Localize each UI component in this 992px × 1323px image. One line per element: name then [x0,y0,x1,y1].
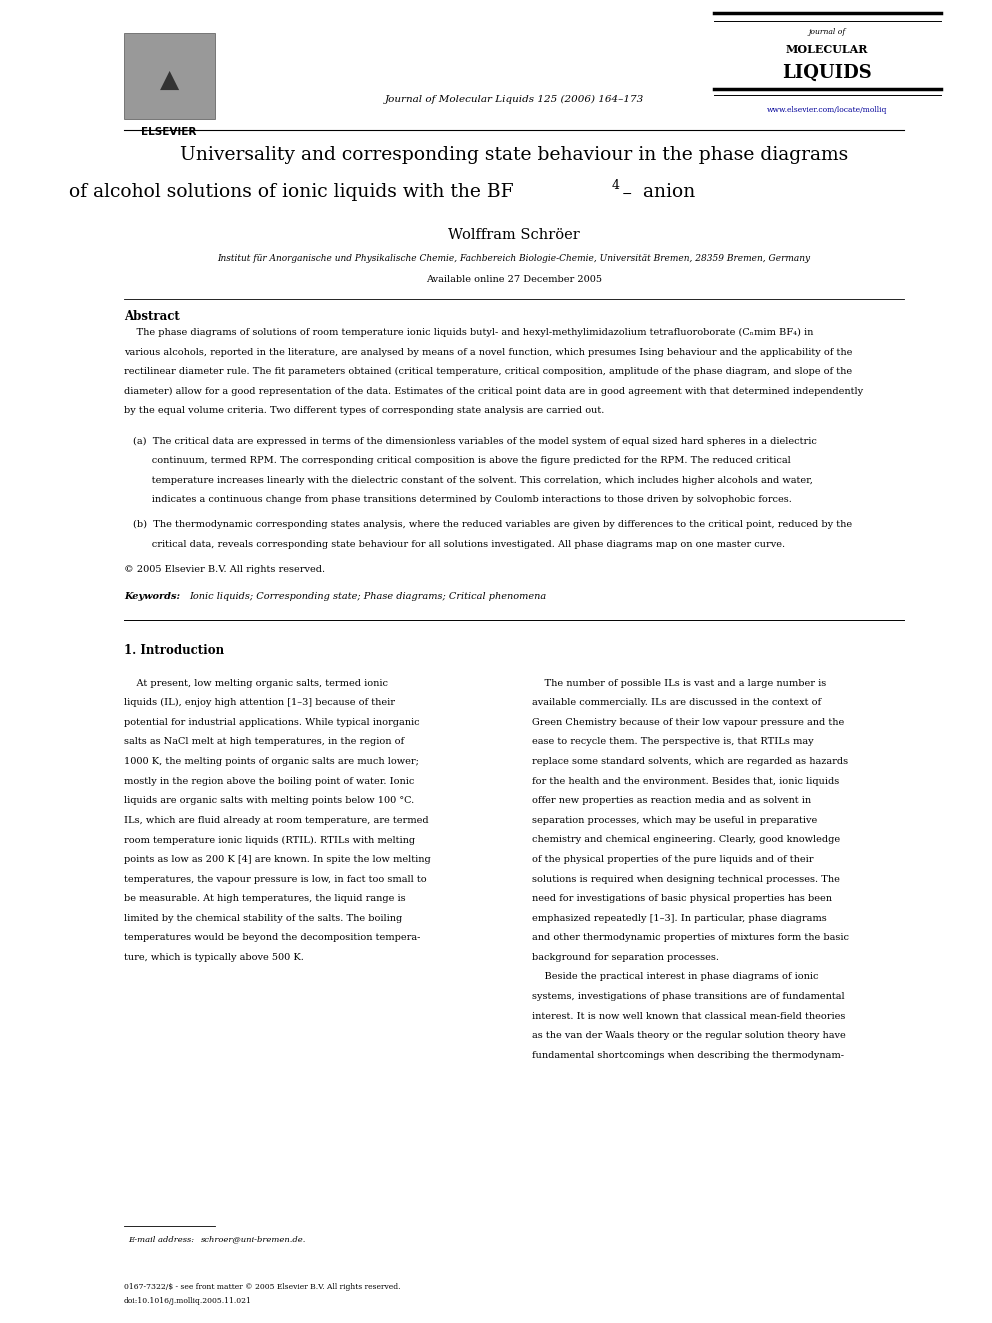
Text: 1000 K, the melting points of organic salts are much lower;: 1000 K, the melting points of organic sa… [124,757,419,766]
Text: Keywords:: Keywords: [124,593,180,601]
Text: available commercially. ILs are discussed in the context of: available commercially. ILs are discusse… [532,699,821,708]
Text: for the health and the environment. Besides that, ionic liquids: for the health and the environment. Besi… [532,777,839,786]
Text: separation processes, which may be useful in preparative: separation processes, which may be usefu… [532,816,817,824]
Text: Institut für Anorganische und Physikalische Chemie, Fachbereich Biologie-Chemie,: Institut für Anorganische und Physikalis… [217,254,810,263]
Text: Green Chemistry because of their low vapour pressure and the: Green Chemistry because of their low vap… [532,718,844,726]
Text: liquids are organic salts with melting points below 100 °C.: liquids are organic salts with melting p… [124,796,414,806]
Text: background for separation processes.: background for separation processes. [532,953,719,962]
Text: Universality and corresponding state behaviour in the phase diagrams: Universality and corresponding state beh… [180,146,848,164]
Text: 0167-7322/$ - see front matter © 2005 Elsevier B.V. All rights reserved.: 0167-7322/$ - see front matter © 2005 El… [124,1283,400,1291]
Text: Beside the practical interest in phase diagrams of ionic: Beside the practical interest in phase d… [532,972,818,982]
Text: by the equal volume criteria. Two different types of corresponding state analysi: by the equal volume criteria. Two differ… [124,406,604,415]
Text: ture, which is typically above 500 K.: ture, which is typically above 500 K. [124,953,304,962]
Text: 1. Introduction: 1. Introduction [124,643,224,656]
Text: critical data, reveals corresponding state behaviour for all solutions investiga: critical data, reveals corresponding sta… [133,540,785,549]
Text: diameter) allow for a good representation of the data. Estimates of the critical: diameter) allow for a good representatio… [124,386,863,396]
Text: © 2005 Elsevier B.V. All rights reserved.: © 2005 Elsevier B.V. All rights reserved… [124,565,325,574]
Text: ILs, which are fluid already at room temperature, are termed: ILs, which are fluid already at room tem… [124,816,429,824]
Text: rectilinear diameter rule. The fit parameters obtained (critical temperature, cr: rectilinear diameter rule. The fit param… [124,368,852,376]
Text: Ionic liquids; Corresponding state; Phase diagrams; Critical phenomena: Ionic liquids; Corresponding state; Phas… [189,593,547,601]
Text: replace some standard solvents, which are regarded as hazards: replace some standard solvents, which ar… [532,757,848,766]
Text: fundamental shortcomings when describing the thermodynam-: fundamental shortcomings when describing… [532,1050,844,1060]
Text: indicates a continuous change from phase transitions determined by Coulomb inter: indicates a continuous change from phase… [133,495,792,504]
Text: salts as NaCl melt at high temperatures, in the region of: salts as NaCl melt at high temperatures,… [124,737,404,746]
Text: offer new properties as reaction media and as solvent in: offer new properties as reaction media a… [532,796,811,806]
Text: temperature increases linearly with the dielectric constant of the solvent. This: temperature increases linearly with the … [133,476,812,484]
Text: temperatures would be beyond the decomposition tempera-: temperatures would be beyond the decompo… [124,933,421,942]
Text: The phase diagrams of solutions of room temperature ionic liquids butyl- and hex: The phase diagrams of solutions of room … [124,328,813,337]
Text: At present, low melting organic salts, termed ionic: At present, low melting organic salts, t… [124,679,388,688]
Text: room temperature ionic liquids (RTIL). RTILs with melting: room temperature ionic liquids (RTIL). R… [124,835,415,844]
Text: of the physical properties of the pure liquids and of their: of the physical properties of the pure l… [532,855,813,864]
Text: chemistry and chemical engineering. Clearly, good knowledge: chemistry and chemical engineering. Clea… [532,835,840,844]
Text: 4: 4 [611,179,619,192]
Text: Wolffram Schröer: Wolffram Schröer [448,228,580,242]
Text: limited by the chemical stability of the salts. The boiling: limited by the chemical stability of the… [124,914,402,922]
Text: schroer@uni-bremen.de.: schroer@uni-bremen.de. [201,1236,307,1244]
Text: liquids (IL), enjoy high attention [1–3] because of their: liquids (IL), enjoy high attention [1–3]… [124,699,395,708]
Text: anion: anion [638,183,695,201]
Text: (a)  The critical data are expressed in terms of the dimensionless variables of : (a) The critical data are expressed in t… [133,437,816,446]
Text: interest. It is now well known that classical mean-field theories: interest. It is now well known that clas… [532,1012,845,1020]
Text: www.elsevier.com/locate/molliq: www.elsevier.com/locate/molliq [767,106,888,114]
Text: continuum, termed RPM. The corresponding critical composition is above the figur: continuum, termed RPM. The corresponding… [133,456,791,466]
Text: need for investigations of basic physical properties has been: need for investigations of basic physica… [532,894,832,904]
Text: journal of: journal of [808,28,846,36]
Text: MOLECULAR: MOLECULAR [786,44,868,54]
Text: Available online 27 December 2005: Available online 27 December 2005 [426,275,602,284]
Text: and other thermodynamic properties of mixtures form the basic: and other thermodynamic properties of mi… [532,933,849,942]
Text: be measurable. At high temperatures, the liquid range is: be measurable. At high temperatures, the… [124,894,406,904]
Text: doi:10.1016/j.molliq.2005.11.021: doi:10.1016/j.molliq.2005.11.021 [124,1297,252,1304]
Text: as the van der Waals theory or the regular solution theory have: as the van der Waals theory or the regul… [532,1031,846,1040]
Text: emphasized repeatedly [1–3]. In particular, phase diagrams: emphasized repeatedly [1–3]. In particul… [532,914,827,922]
Text: various alcohols, reported in the literature, are analysed by means of a novel f: various alcohols, reported in the litera… [124,348,852,357]
Text: solutions is required when designing technical processes. The: solutions is required when designing tec… [532,875,840,884]
Text: (b)  The thermodynamic corresponding states analysis, where the reduced variable: (b) The thermodynamic corresponding stat… [133,520,852,529]
Text: systems, investigations of phase transitions are of fundamental: systems, investigations of phase transit… [532,992,845,1002]
Text: points as low as 200 K [4] are known. In spite the low melting: points as low as 200 K [4] are known. In… [124,855,431,864]
Text: The number of possible ILs is vast and a large number is: The number of possible ILs is vast and a… [532,679,826,688]
Text: ease to recycle them. The perspective is, that RTILs may: ease to recycle them. The perspective is… [532,737,813,746]
Text: temperatures, the vapour pressure is low, in fact too small to: temperatures, the vapour pressure is low… [124,875,427,884]
Text: ▲: ▲ [160,67,179,93]
Text: Abstract: Abstract [124,310,180,323]
Text: Journal of Molecular Liquids 125 (2006) 164–173: Journal of Molecular Liquids 125 (2006) … [385,95,644,103]
Text: mostly in the region above the boiling point of water. Ionic: mostly in the region above the boiling p… [124,777,414,786]
Text: of alcohol solutions of ionic liquids with the BF: of alcohol solutions of ionic liquids wi… [69,183,514,201]
Text: ELSEVIER: ELSEVIER [142,127,196,138]
FancyBboxPatch shape [124,33,214,119]
Text: potential for industrial applications. While typical inorganic: potential for industrial applications. W… [124,718,420,726]
Text: E-mail address:: E-mail address: [128,1236,194,1244]
Text: LIQUIDS: LIQUIDS [783,64,872,82]
Text: −: − [622,188,633,201]
